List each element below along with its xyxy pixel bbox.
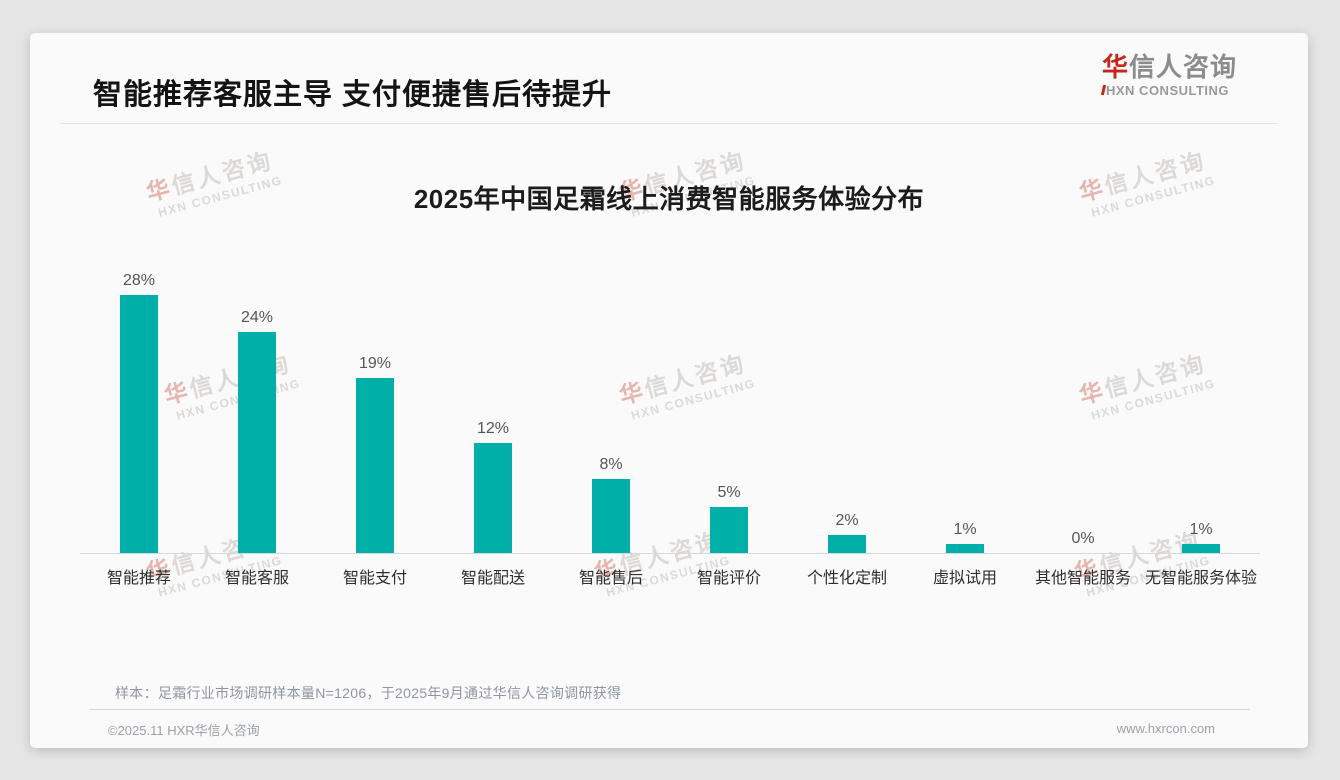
bar-column: 12% xyxy=(434,233,552,553)
bar-column: 1% xyxy=(1142,233,1260,553)
bar xyxy=(1182,543,1220,553)
chart-x-axis-labels: 智能推荐 智能客服 智能支付 智能配送 智能售后 智能评价 个性化定制 虚拟试用 其他智能服务无… xyxy=(80,569,1260,588)
chart-title: 2025年中国足霜线上消费智能服务体验分布 xyxy=(413,184,925,214)
report-card: 华信人咨询 HXN CONSULTING 华信人咨询 HXN CONSULTING 华信… xyxy=(30,33,1308,748)
bar-column: 28% xyxy=(80,233,198,553)
bar-value-label: 28% xyxy=(122,272,156,290)
card-content: 智能推荐客服主导 支付便捷售后待提升 华信人咨询 HXN CONSULTING … xyxy=(30,33,1308,748)
logo-english-label: HXN CONSULTING xyxy=(1106,82,1230,98)
x-axis-category-label: 智能支付 xyxy=(342,570,407,587)
x-axis-category-label: 个性化定制 xyxy=(806,570,887,587)
bar-value-label: 12% xyxy=(476,419,510,437)
bar-column: 5% xyxy=(670,233,788,553)
logo-chinese-text: 华信人咨询 xyxy=(1102,52,1238,82)
x-axis-category-label: 智能评价 xyxy=(696,570,761,587)
x-axis-category-label: 智能配送 xyxy=(460,570,525,587)
company-logo: 华信人咨询 HXN CONSULTING xyxy=(1100,52,1272,99)
x-axis-category-label: 智能客服 xyxy=(224,570,289,587)
bar xyxy=(120,295,158,553)
bar-chart: 28% 24% 19% 12% 8% 5% 2% 1% 0% 1% 智能推荐 智能客服 智能支付 智能配… xyxy=(80,233,1260,588)
bar-value-label: 19% xyxy=(358,355,392,373)
bar xyxy=(946,543,984,553)
bar xyxy=(710,507,748,553)
chart-plot-area: 28% 24% 19% 12% 8% 5% 2% 1% 0% 1% xyxy=(80,233,1260,554)
bar xyxy=(238,332,276,553)
bar-column: 1% xyxy=(906,233,1024,553)
bar xyxy=(592,479,630,553)
bar xyxy=(474,442,512,553)
bar-column: 8% xyxy=(552,233,670,553)
bar-column: 19% xyxy=(316,233,434,553)
x-axis-category-label: 其他智能服务 xyxy=(1034,570,1131,587)
bar xyxy=(828,534,866,553)
sample-note: 样本：足霜行业市场调研样本量N=1206，于2025年9月通过华信人咨询调研获得 xyxy=(115,685,622,701)
website-url: www.hxrcon.com xyxy=(1116,721,1215,736)
bar-value-label: 5% xyxy=(717,484,741,501)
bar-value-label: 8% xyxy=(599,456,623,474)
bar-value-label: 1% xyxy=(953,520,977,538)
footer-divider xyxy=(90,709,1250,710)
x-axis-category-label: 智能售后 xyxy=(578,570,643,587)
bar-column: 0% xyxy=(1024,233,1142,553)
bar-value-label: 2% xyxy=(835,511,859,529)
x-axis-category-label: 智能推荐 xyxy=(106,570,171,587)
page-title: 智能推荐客服主导 支付便捷售后待提升 xyxy=(93,79,613,111)
copyright-text: ©2025.11 HXR华信人咨询 xyxy=(108,723,260,738)
header-divider xyxy=(60,123,1278,124)
bar-column: 24% xyxy=(198,233,316,553)
logo-english-text: HXN CONSULTING xyxy=(1100,82,1272,99)
x-axis-category-label: 无智能服务体验 xyxy=(1144,570,1257,587)
bar xyxy=(356,378,394,553)
bar-value-label: 0% xyxy=(1071,530,1095,547)
bar-value-label: 24% xyxy=(240,309,274,327)
bar-value-label: 1% xyxy=(1189,520,1213,538)
bar-column: 2% xyxy=(788,233,906,553)
x-axis-category-label: 虚拟试用 xyxy=(932,570,997,587)
